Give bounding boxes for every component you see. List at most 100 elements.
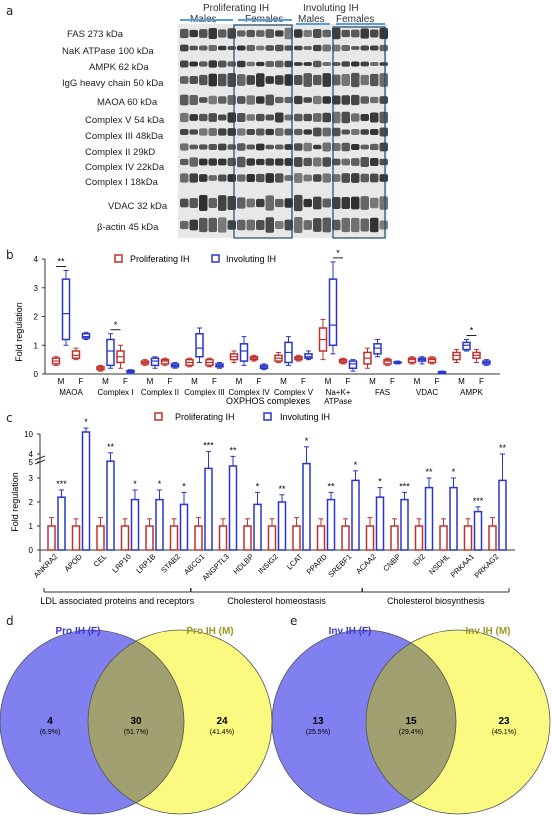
venn-overlap (366, 630, 456, 814)
y-tick-label: 4 (29, 450, 34, 459)
blot-band (294, 75, 303, 85)
blot-band (265, 195, 274, 211)
x-tick-label: IDI2 (411, 552, 427, 568)
mf-label: F (168, 377, 173, 386)
bar (498, 479, 507, 551)
blot-band (256, 158, 265, 166)
mf-label: M (236, 377, 243, 386)
blot-band (379, 174, 388, 182)
significance-star: * (354, 460, 358, 470)
blot-band (208, 45, 217, 51)
mf-label: F (390, 377, 395, 386)
blot-band (180, 28, 189, 39)
bar (292, 525, 301, 551)
blot-band (341, 142, 350, 152)
blot-band (322, 29, 331, 38)
blot-band (379, 73, 388, 87)
venn-mid-count: 30 (130, 716, 142, 727)
blot-band (218, 217, 227, 233)
venn-diagram-d: Pro IH (F) Pro IH (M) 4 (6.9%) 30 (51.7%… (0, 626, 273, 815)
blot-band (322, 73, 331, 87)
blot-band (208, 144, 217, 150)
blot-band (218, 73, 227, 87)
blot-band (370, 96, 379, 104)
blot-band (189, 173, 198, 183)
blot-band (284, 96, 293, 104)
blot-band (294, 194, 303, 212)
blot-band (313, 113, 322, 122)
significance-star: ** (229, 445, 237, 455)
bar (130, 498, 140, 551)
blot-band (294, 143, 303, 151)
blot-band (246, 173, 255, 183)
blot-band (275, 96, 284, 104)
bar (120, 525, 130, 551)
blot-band (256, 30, 265, 37)
group-males-involuting: Males (298, 14, 325, 25)
blot-band (189, 219, 198, 231)
blot-band (265, 144, 274, 150)
mf-label: M (280, 377, 287, 386)
blot-band (322, 44, 331, 52)
blot-band (294, 95, 303, 105)
x-tick-label: AMPK (460, 388, 483, 397)
blot-band (284, 144, 293, 150)
band-label: MAOA 60 kDa (97, 97, 158, 108)
venn-left-title: Pro IH (F) (56, 626, 101, 637)
venn-mid-pct: (51.7%) (124, 729, 149, 736)
bar (424, 486, 434, 551)
blot-band (227, 144, 236, 150)
blot-band (275, 44, 284, 52)
significance-star: * (158, 479, 162, 489)
blot-band (208, 128, 217, 136)
blot-band (237, 112, 246, 123)
blot-band (208, 60, 217, 68)
box (304, 353, 313, 359)
mf-label: F (301, 377, 306, 386)
y-tick-label: 5 (29, 458, 34, 467)
blot-band (351, 196, 360, 210)
blot-band (189, 144, 198, 150)
box (452, 351, 461, 361)
significance-star: * (114, 320, 118, 330)
blot-band (322, 127, 331, 137)
bar (169, 525, 179, 551)
venn-mid-pct: (29.4%) (399, 729, 424, 736)
y-tick-label: 4 (34, 255, 39, 264)
blot-band (199, 144, 208, 150)
blot-band (218, 174, 227, 182)
significance-star: * (84, 417, 88, 427)
band-label: Complex V 54 kDa (85, 115, 165, 126)
bar (145, 525, 154, 551)
blot-band (256, 198, 265, 208)
blot-band (180, 128, 189, 136)
x-tick-label: Complex II (141, 388, 179, 397)
mf-label: F (79, 377, 84, 386)
x-tick-label: Complex IV (228, 388, 270, 397)
blot-band (237, 60, 246, 68)
blot-band (218, 195, 227, 211)
blot-band (256, 96, 265, 104)
blot-band (284, 175, 293, 181)
y-axis-label: Fold regulation (14, 302, 24, 362)
blot-band (227, 128, 236, 136)
blot-band (180, 94, 189, 106)
blot-band (199, 194, 208, 212)
blot-band (332, 95, 341, 105)
blot-band (379, 127, 388, 137)
x-tick-label: Complex V (274, 388, 314, 397)
blot-band (284, 114, 293, 121)
bar (155, 498, 164, 551)
significance-star: ** (107, 442, 115, 452)
blot-band (303, 62, 312, 66)
blot-band (332, 111, 341, 124)
blot-band (341, 111, 350, 124)
blot-band (379, 96, 388, 104)
blot-band (332, 27, 341, 40)
blot-band (303, 174, 312, 182)
group-involuting: Involuting IH (303, 3, 359, 14)
blot-band (275, 30, 284, 37)
legend-proliferating: Proliferating IH (175, 412, 235, 422)
blot-band (199, 158, 208, 166)
legend-swatch-proliferating (154, 412, 163, 421)
